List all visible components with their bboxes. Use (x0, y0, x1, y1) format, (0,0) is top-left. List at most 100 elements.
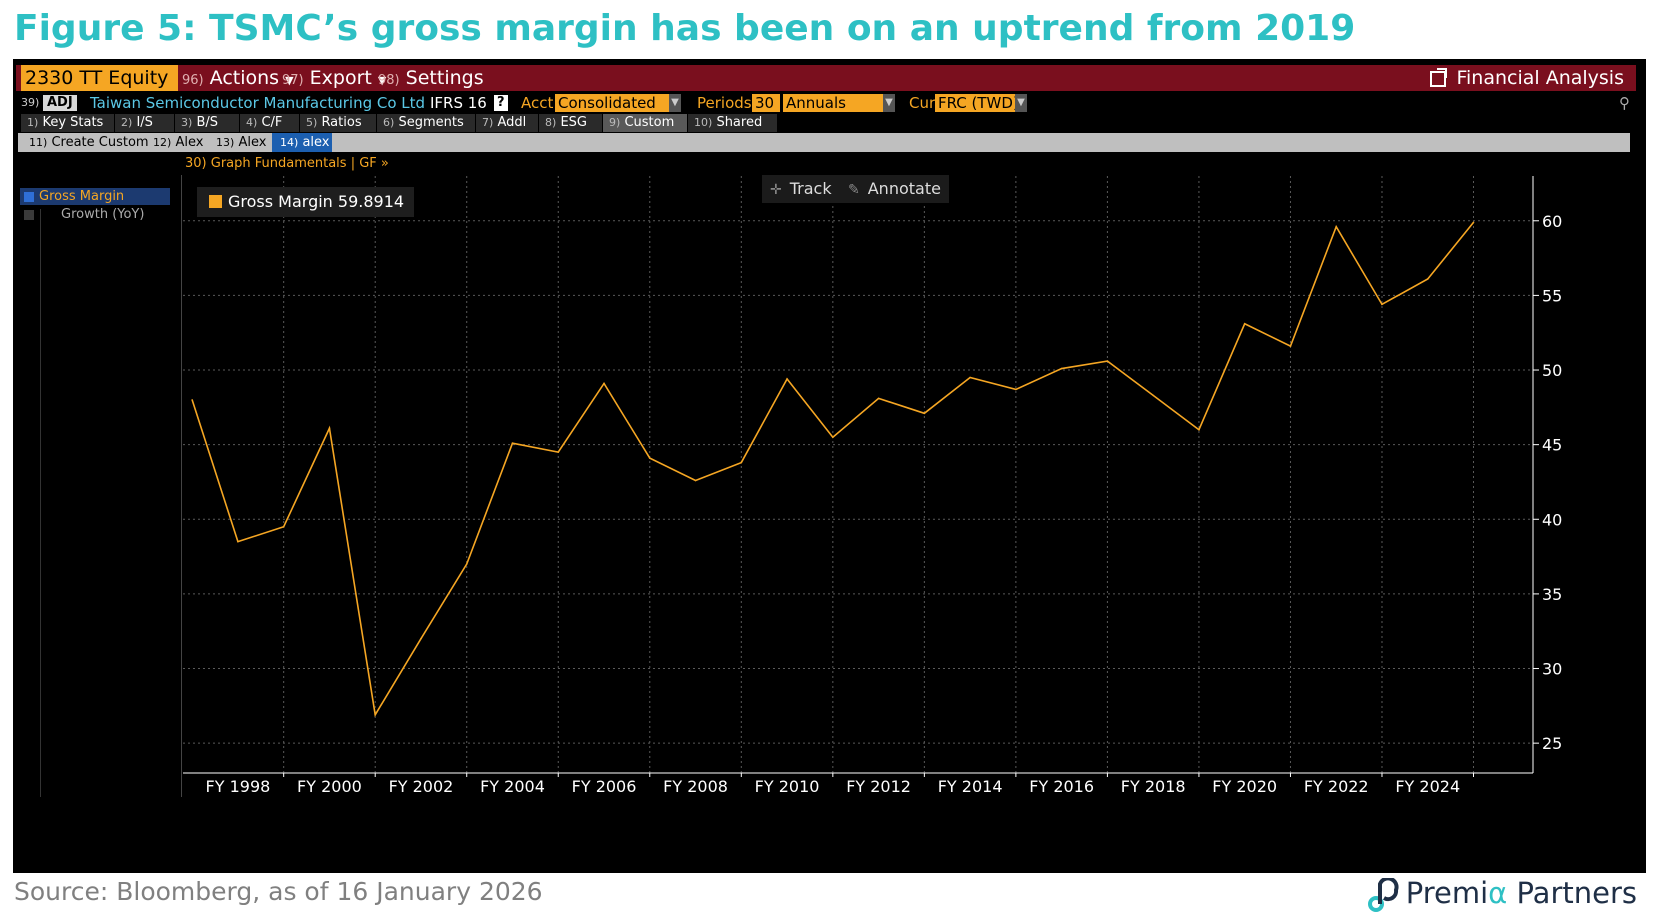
settings-menu-label: Settings (405, 67, 484, 89)
data-point (191, 399, 193, 401)
data-point (1106, 360, 1109, 362)
graph-fundamentals-header[interactable]: 30) Graph Fundamentals | GF » (185, 156, 389, 171)
acct-label: Acct (521, 94, 554, 112)
series-item-gross-margin[interactable]: Gross Margin (20, 188, 170, 205)
tab-label: B/S (196, 115, 218, 130)
data-point (740, 461, 743, 464)
periods-input[interactable]: 30 (752, 94, 780, 112)
company-name: Taiwan Semiconductor Manufacturing Co Lt… (90, 94, 426, 112)
tab-label: Shared (716, 115, 763, 130)
periods-type-dropdown[interactable]: Annuals (783, 94, 883, 112)
premia-logo-icon (1367, 878, 1399, 912)
chevron-down-icon[interactable]: ▼ (1015, 94, 1027, 112)
tab-addl[interactable]: 7) Addl (476, 114, 539, 132)
series-item-growth[interactable]: Growth (YoY) (20, 206, 144, 223)
pencil-icon: ✎ (848, 182, 860, 198)
tab-label: Ratios (321, 115, 362, 130)
data-point (923, 412, 926, 415)
tab-balance-sheet[interactable]: 3) B/S (175, 114, 240, 132)
subtab-alex-3[interactable]: 14) alex (272, 133, 332, 152)
tab-ratios[interactable]: 5) Ratios (300, 114, 377, 132)
tab-shared[interactable]: 10) Shared (688, 114, 778, 132)
x-tick-label: FY 2004 (480, 777, 545, 796)
series-panel: Gross Margin Growth (YoY) (18, 175, 182, 797)
y-tick-label: 25 (1542, 734, 1562, 753)
data-point (1198, 428, 1200, 431)
tab-key-stats[interactable]: 1) Key Stats (21, 114, 115, 132)
acct-dropdown[interactable]: Consolidated (555, 94, 669, 112)
tab-number: 3) (181, 116, 193, 129)
panel-divider (40, 209, 41, 797)
chevron-down-icon: ▼ (285, 74, 294, 87)
data-point (1426, 278, 1429, 280)
data-point (1015, 388, 1017, 391)
subtab-label: alex (302, 135, 330, 150)
tab-label: Segments (398, 115, 464, 130)
currency-dropdown[interactable]: FRC (TWD) (935, 94, 1019, 112)
popout-icon (1430, 67, 1448, 87)
logo-text: Partners (1507, 876, 1637, 910)
search-icon[interactable]: ⚲ (1619, 94, 1630, 112)
x-tick-label: FY 2020 (1212, 777, 1277, 796)
track-label: Track (789, 179, 832, 198)
logo-text: Premi (1405, 876, 1489, 910)
checkbox-checked-icon[interactable] (24, 191, 34, 202)
tab-label: ESG (560, 115, 587, 130)
data-point (374, 713, 377, 716)
annotate-button[interactable]: ✎ Annotate (840, 175, 949, 203)
help-icon[interactable]: ? (494, 95, 508, 111)
main-tabs: 1) Key Stats 2) I/S 3) B/S 4) C/F 5) Rat… (21, 114, 1633, 132)
track-button[interactable]: ✛ Track (762, 175, 840, 203)
tab-label: Key Stats (42, 115, 104, 130)
annotate-label: Annotate (867, 179, 941, 198)
legend-swatch (209, 195, 222, 208)
chevron-down-icon[interactable]: ▼ (669, 94, 681, 112)
subtab-number: 14) (280, 136, 299, 149)
data-point (832, 436, 834, 438)
export-menu-label: Export (309, 67, 372, 89)
security-row-number: 39) (21, 96, 40, 109)
periods-label: Periods (697, 94, 752, 112)
tab-label: I/S (136, 115, 153, 130)
x-tick-label: FY 2022 (1304, 777, 1369, 796)
subtab-alex-1[interactable]: 12) Alex (145, 133, 205, 152)
data-point (557, 451, 560, 453)
settings-menu-number: 98) (378, 73, 400, 88)
ifrs-label: IFRS 16 (430, 94, 487, 112)
subtab-number: 13) (216, 136, 235, 149)
tab-income-statement[interactable]: 2) I/S (115, 114, 175, 132)
chevron-down-icon[interactable]: ▼ (883, 94, 895, 112)
data-point (1335, 225, 1338, 228)
financial-analysis-label: Financial Analysis (1456, 67, 1624, 89)
data-point (877, 397, 880, 400)
tab-segments[interactable]: 6) Segments (377, 114, 476, 132)
data-point (282, 525, 285, 528)
tab-number: 8) (545, 116, 557, 129)
subtab-label: Alex (175, 135, 204, 150)
data-point (1381, 303, 1383, 306)
export-menu[interactable]: 97) Export ▼ (278, 65, 386, 91)
gross-margin-chart: 25 30 35 40 45 50 55 60 FY 1998 FY 2000 FY 2002 FY … (183, 176, 1562, 796)
legend-value: 59.8914 (337, 192, 405, 211)
figure-title: Figure 5: TSMC’s gross margin has been o… (14, 8, 1356, 49)
tab-cash-flow[interactable]: 4) C/F (240, 114, 300, 132)
adj-badge[interactable]: ADJ (43, 95, 77, 111)
tab-custom[interactable]: 9) Custom (603, 114, 688, 132)
data-point (1060, 367, 1063, 370)
ticker-field[interactable]: 2330 TT Equity (21, 65, 178, 91)
tab-esg[interactable]: 8) ESG (539, 114, 603, 132)
data-point (969, 376, 971, 379)
y-tick-label: 55 (1542, 286, 1562, 305)
actions-menu[interactable]: 96) Actions ▼ (178, 65, 294, 91)
subtab-alex-2[interactable]: 13) Alex (208, 133, 268, 152)
financial-analysis-button[interactable]: Financial Analysis (1430, 65, 1624, 91)
data-point (1243, 322, 1246, 325)
security-row: 39) ADJ Taiwan Semiconductor Manufacturi… (21, 93, 1631, 113)
tab-number: 2) (121, 116, 133, 129)
tab-number: 6) (383, 116, 395, 129)
checkbox-unchecked-icon[interactable] (24, 209, 34, 220)
tab-label: Custom (624, 115, 675, 130)
settings-menu[interactable]: 98) Settings (374, 65, 484, 91)
x-tick-label: FY 2024 (1395, 777, 1460, 796)
subtab-create-custom[interactable]: 11) Create Custom (21, 133, 149, 152)
